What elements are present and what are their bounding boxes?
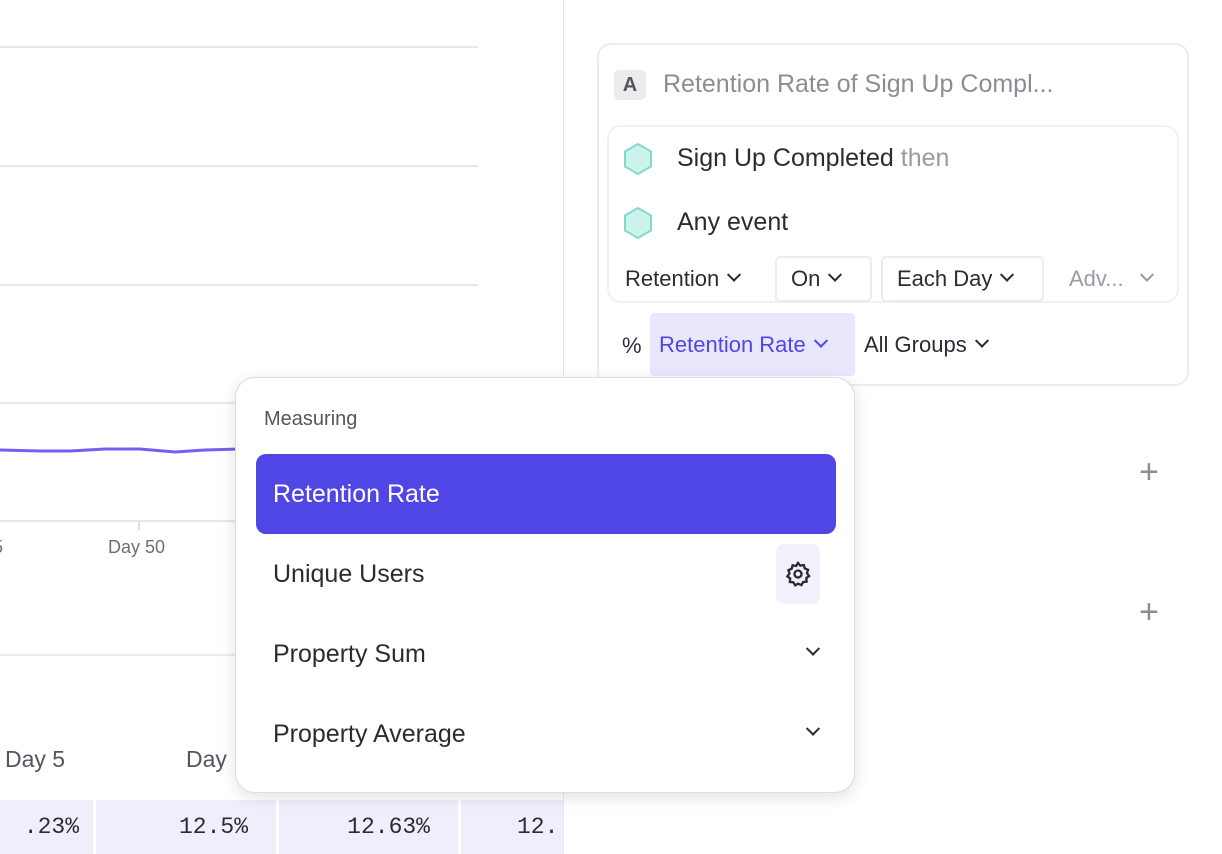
metric-title[interactable]: Retention Rate of Sign Up Compl... xyxy=(663,70,1054,98)
table-cell: 12. xyxy=(517,814,559,840)
chevron-down-icon xyxy=(1000,267,1015,282)
x-tick-label: Day 50 xyxy=(108,537,166,557)
percent-icon: % xyxy=(622,333,642,358)
chevron-down-icon xyxy=(1139,267,1154,282)
menu-item-property-average[interactable]: Property Average xyxy=(256,694,836,774)
chevron-down-icon xyxy=(727,267,742,282)
table-cell: 12.5% xyxy=(96,800,279,854)
hexagon-icon xyxy=(624,206,652,240)
menu-heading: Measuring xyxy=(264,408,358,430)
groups-dropdown[interactable]: All Groups xyxy=(850,322,1001,368)
chevron-down-icon xyxy=(974,333,989,348)
gridline xyxy=(0,165,478,167)
table-row: .23% 12.5% 12.63% 12. xyxy=(0,800,563,854)
x-tick-label: 5 xyxy=(0,537,3,558)
advanced-dropdown[interactable]: Adv... xyxy=(1055,256,1166,302)
chevron-down-icon[interactable] xyxy=(805,641,821,656)
on-label: On xyxy=(791,266,821,291)
table-cell: .23% xyxy=(0,800,96,854)
measure-dropdown[interactable]: Retention Rate xyxy=(650,313,855,376)
menu-item-property-sum[interactable]: Property Sum xyxy=(256,614,836,694)
on-dropdown[interactable]: On xyxy=(775,256,872,302)
menu-item-retention-rate[interactable]: Retention Rate xyxy=(256,454,836,534)
retention-dropdown[interactable]: Retention xyxy=(611,256,753,302)
column-header: Day xyxy=(186,746,227,772)
column-header: Day 5 xyxy=(5,746,66,772)
event-suffix: then xyxy=(900,144,950,172)
hexagon-icon xyxy=(624,142,652,176)
event-item[interactable]: Sign Up Completed then xyxy=(677,144,949,173)
chevron-down-icon xyxy=(813,333,828,348)
measure-menu: Measuring Retention Rate Unique Users Pr… xyxy=(235,377,855,793)
add-icon[interactable]: + xyxy=(1139,453,1159,491)
each-day-dropdown[interactable]: Each Day xyxy=(881,256,1044,302)
menu-item-label: Unique Users xyxy=(273,559,425,588)
table-cell: 12.63% xyxy=(279,800,461,854)
retention-label: Retention xyxy=(625,266,720,291)
gridline xyxy=(0,284,478,286)
groups-label: All Groups xyxy=(864,332,967,357)
menu-item-unique-users[interactable]: Unique Users xyxy=(256,534,836,614)
metric-badge: A xyxy=(614,70,646,100)
event-name: Sign Up Completed xyxy=(677,144,894,172)
menu-item-label: Property Sum xyxy=(273,639,426,668)
event-item[interactable]: Any event xyxy=(677,208,789,236)
gear-icon[interactable] xyxy=(776,544,820,604)
advanced-label: Adv... xyxy=(1069,266,1124,291)
menu-item-label: Retention Rate xyxy=(273,479,440,508)
add-icon[interactable]: + xyxy=(1139,593,1159,631)
measure-label: Retention Rate xyxy=(659,331,806,357)
chevron-down-icon xyxy=(828,267,843,282)
each-day-label: Each Day xyxy=(897,266,993,291)
chevron-down-icon[interactable] xyxy=(805,721,821,736)
menu-item-label: Property Average xyxy=(273,719,466,748)
gridline xyxy=(0,46,478,48)
retention-line xyxy=(0,447,240,454)
event-box xyxy=(607,125,1179,303)
x-tick xyxy=(138,521,140,530)
